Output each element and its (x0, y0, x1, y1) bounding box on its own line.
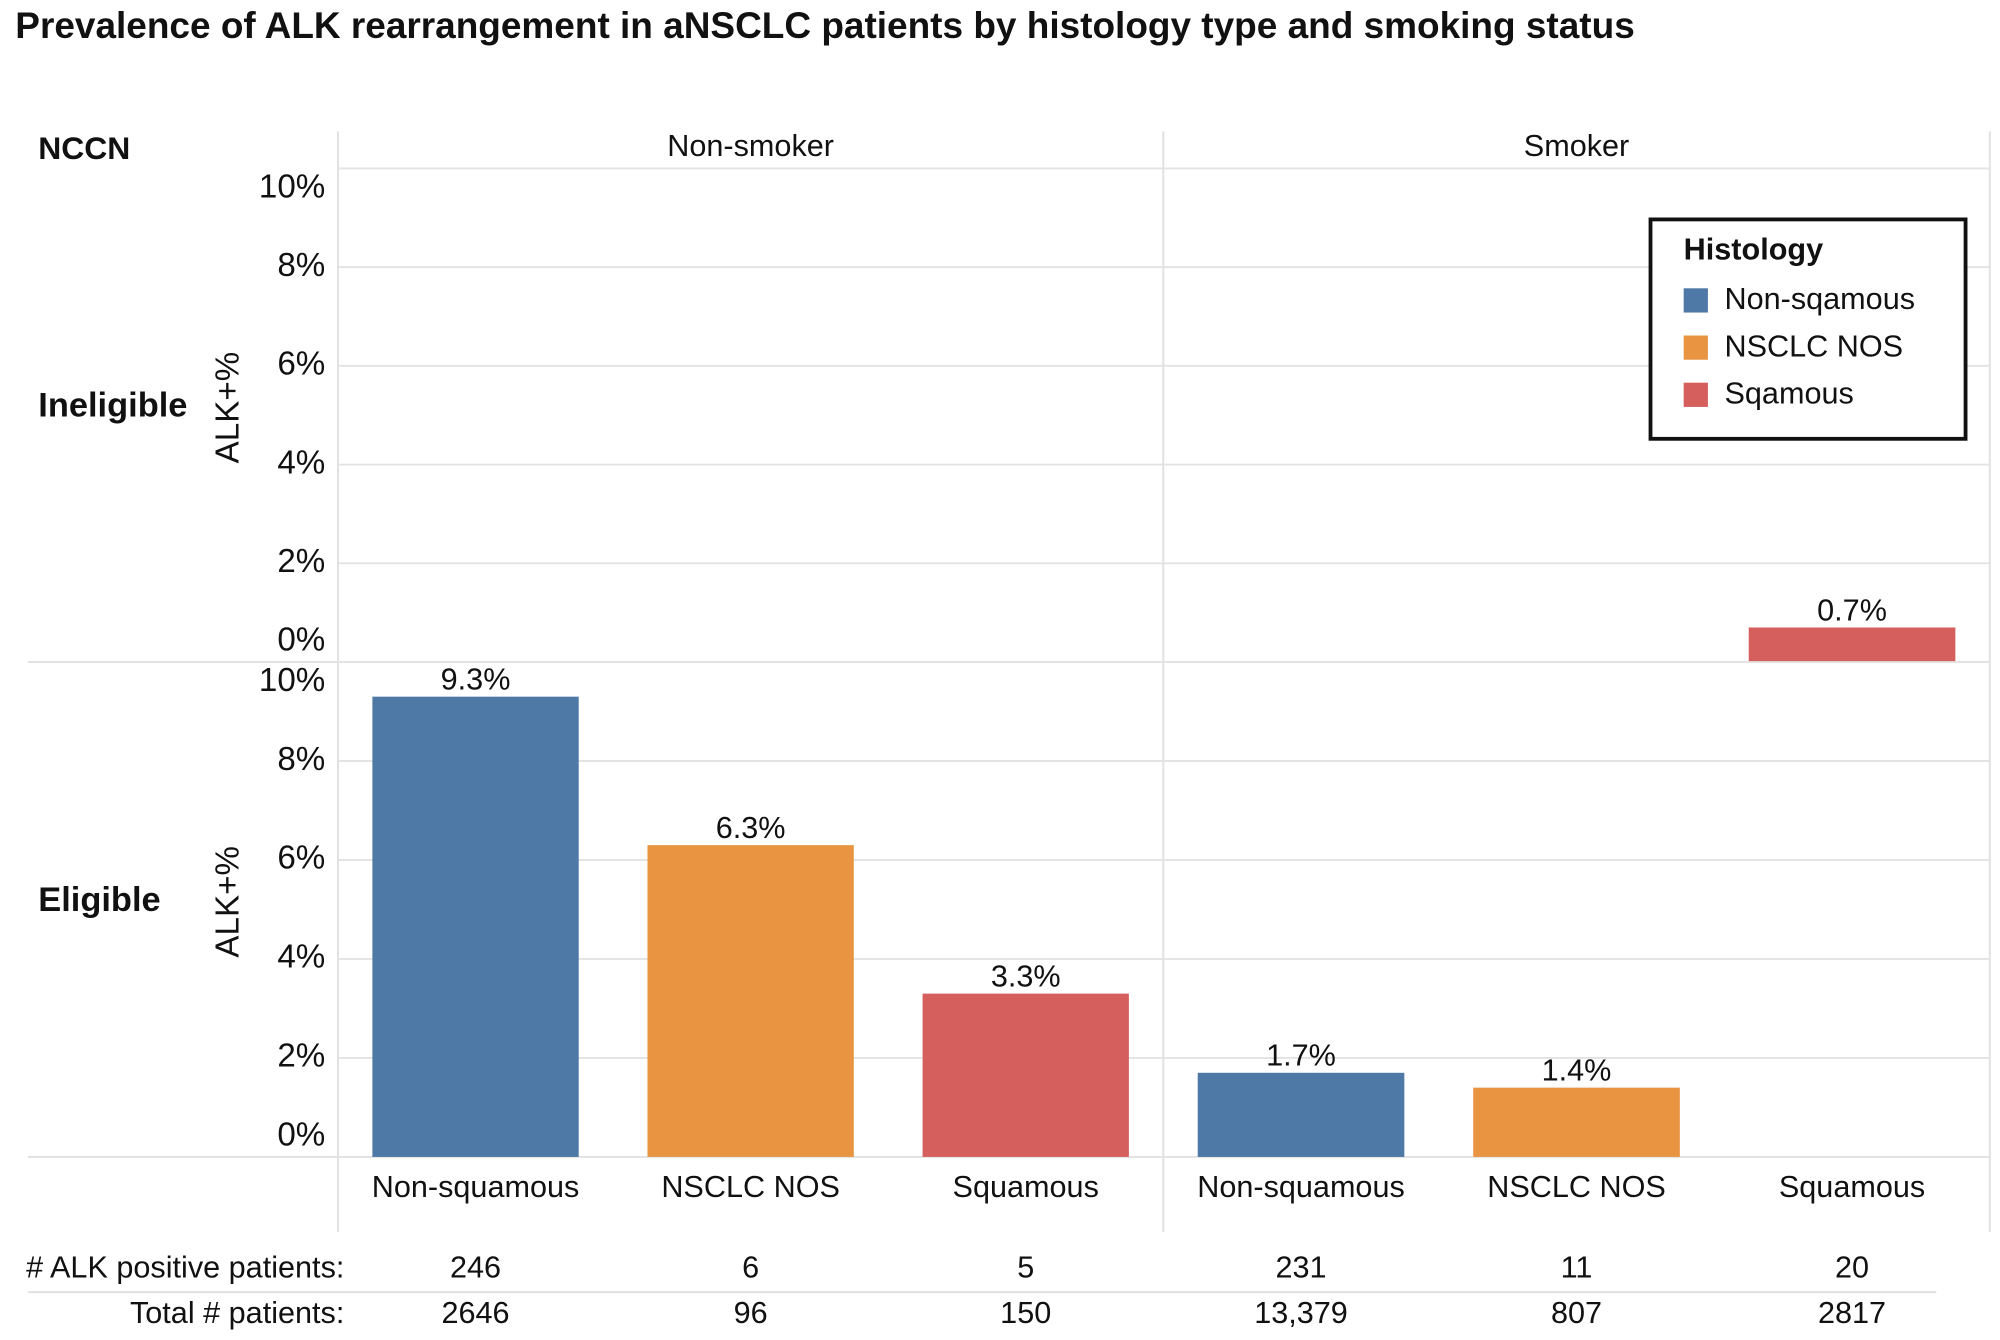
value-label: 9.3% (441, 662, 511, 696)
legend-swatch (1683, 382, 1708, 407)
value-label: 6.3% (716, 811, 786, 845)
legend-label: Sqamous (1724, 377, 1853, 411)
x-tick-label: NSCLC NOS (661, 1170, 840, 1204)
table-cell: 150 (1000, 1296, 1051, 1330)
value-label: 1.4% (1542, 1053, 1612, 1087)
y-tick-label: 8% (277, 247, 325, 284)
y-axis-title: ALK+% (209, 352, 246, 464)
table-cell: 5 (1017, 1250, 1034, 1284)
bar (647, 845, 854, 1157)
x-tick-label: Squamous (1779, 1170, 1925, 1204)
table-cell: 6 (742, 1250, 759, 1284)
bar (922, 993, 1129, 1157)
y-tick-label: 4% (277, 444, 325, 481)
x-tick-label: Non-squamous (372, 1170, 580, 1204)
y-tick-label: 2% (277, 1038, 325, 1075)
x-tick-label: Squamous (953, 1170, 1099, 1204)
table-cell: 231 (1275, 1250, 1326, 1284)
row-facet-label: Eligible (38, 881, 160, 919)
legend-swatch (1683, 288, 1708, 313)
facet-column-label: Non-smoker (667, 129, 834, 163)
table-cell: 246 (450, 1250, 501, 1284)
bar (1473, 1087, 1680, 1157)
y-axis-title: ALK+% (209, 846, 246, 958)
table-cell: 20 (1835, 1250, 1869, 1284)
x-tick-label: NSCLC NOS (1487, 1170, 1666, 1204)
table-row-label: Total # patients: (130, 1296, 344, 1330)
bar (1748, 627, 1956, 663)
facet-column-label: Smoker (1524, 129, 1629, 163)
x-tick-label: Non-squamous (1197, 1170, 1405, 1204)
table-cell: 2817 (1818, 1296, 1886, 1330)
table-row-label: # ALK positive patients: (26, 1250, 344, 1284)
legend: Histology Non-sqamous NSCLC NOS Sqamous (1648, 217, 1968, 441)
y-tick-label: 6% (277, 346, 325, 383)
bar (372, 696, 579, 1157)
legend-label: Non-sqamous (1724, 282, 1915, 316)
y-tick-label: 6% (277, 840, 325, 877)
legend-swatch (1683, 335, 1708, 360)
table-cell: 807 (1551, 1296, 1602, 1330)
y-tick-label: 2% (277, 543, 325, 580)
row-facet-title: NCCN (38, 130, 130, 166)
y-tick-label: 4% (277, 939, 325, 976)
y-tick-label: 0% (277, 621, 325, 658)
y-tick-label: 10% (259, 662, 325, 699)
value-label: 1.7% (1266, 1039, 1336, 1073)
table-cell: 11 (1561, 1250, 1593, 1284)
table-cell: 13,379 (1254, 1296, 1348, 1330)
chart-title: Prevalence of ALK rearrangement in aNSCL… (15, 5, 1634, 46)
legend-label: NSCLC NOS (1724, 329, 1903, 363)
bar (1197, 1072, 1405, 1157)
y-tick-label: 10% (259, 169, 325, 206)
y-tick-label: 8% (277, 741, 325, 778)
value-label: 3.3% (991, 959, 1061, 993)
value-label: 0.7% (1817, 593, 1887, 627)
y-tick-label: 0% (277, 1116, 325, 1153)
table-cell: 96 (734, 1296, 768, 1330)
legend-title: Histology (1684, 232, 1823, 266)
row-facet-label: Ineligible (38, 387, 187, 425)
table-cell: 2646 (441, 1296, 509, 1330)
